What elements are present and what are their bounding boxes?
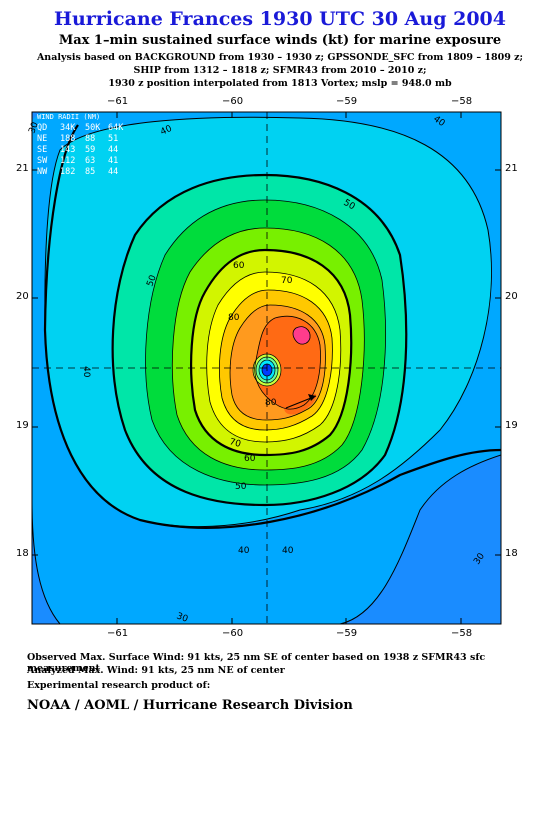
contour-label-80: 80 xyxy=(228,313,240,323)
latitude-tick-label: 21 xyxy=(16,163,29,174)
map-frame xyxy=(31,111,502,625)
latitude-tick-label: 19 xyxy=(505,420,518,431)
contour-80 xyxy=(229,304,326,421)
latitude-tick-label: 20 xyxy=(16,291,29,302)
analysis-line-1: Analysis based on BACKGROUND from 1930 –… xyxy=(36,52,524,63)
map-subtitle: Max 1–min sustained surface winds (kt) f… xyxy=(58,33,502,48)
wind-radii-table: WIND RADII (NM) QD 34K 50K 64K NE 188 88 51… xyxy=(37,113,124,177)
contour-label-40: 40 xyxy=(238,546,250,556)
wind-radii-header: 34K xyxy=(60,123,76,133)
wind-radii-cell: SW xyxy=(37,156,48,166)
wind-radii-cell: 44 xyxy=(108,145,118,155)
analyzed-max-wind: Analyzed Max. Wind: 91 kts, 25 nm NE of … xyxy=(27,665,285,676)
organization-name: NOAA / AOML / Hurricane Research Divisio… xyxy=(27,698,353,713)
wind-radii-cell: 85 xyxy=(85,167,95,177)
contour-label-60: 60 xyxy=(244,454,256,464)
latitude-tick-label: 20 xyxy=(505,291,518,302)
latitude-tick-label: 18 xyxy=(16,548,29,559)
contour-label-30: 30 xyxy=(27,121,40,135)
wind-radii-cell: SE xyxy=(37,145,47,155)
contour-70 xyxy=(206,271,342,443)
contour-60 xyxy=(172,227,365,471)
longitude-tick-label: −60 xyxy=(222,628,244,639)
contour-50kt xyxy=(111,173,408,507)
latitude-tick-label: 19 xyxy=(16,420,29,431)
wind-radii-cell: 44 xyxy=(108,167,118,177)
latitude-tick-label: 18 xyxy=(505,548,518,559)
axis-tick-marks xyxy=(32,112,501,624)
wind-radii-cell: 143 xyxy=(60,145,75,155)
wind-radii-cell: 59 xyxy=(85,145,95,155)
contour-75 xyxy=(219,289,333,431)
contour-label-group: 30 30 30 40 40 40 40 40 50 50 50 60 60 7… xyxy=(27,114,487,625)
wind-radii-cell: NW xyxy=(37,167,48,177)
wind-radii-title: WIND RADII (NM) xyxy=(37,113,100,121)
contour-label-40: 40 xyxy=(282,546,294,556)
observed-max-wind: Observed Max. Surface Wind: 91 kts, 25 n… xyxy=(27,652,486,674)
contour-label-60: 60 xyxy=(233,261,245,271)
experimental-note: Experimental research product of: xyxy=(27,680,211,691)
wind-radii-cell: NE xyxy=(37,134,47,144)
wind-radii-cell: 41 xyxy=(108,156,118,166)
contour-fills xyxy=(32,112,501,624)
longitude-tick-label: −61 xyxy=(107,628,129,639)
contour-label-50: 50 xyxy=(235,482,247,492)
map-title: Hurricane Frances 1930 UTC 30 Aug 2004 xyxy=(54,8,506,30)
wind-radii-cell: 188 xyxy=(60,134,75,144)
contour-label-40: 40 xyxy=(81,366,91,378)
longitude-tick-label: −61 xyxy=(107,96,129,107)
contour-85 xyxy=(254,315,321,410)
contour-40 xyxy=(44,116,492,528)
contour-label-50: 50 xyxy=(145,274,158,288)
wind-radii-header: 64K xyxy=(108,123,124,133)
contour-90 xyxy=(292,326,311,345)
longitude-tick-label: −60 xyxy=(222,96,244,107)
latitude-tick-label: 21 xyxy=(505,163,518,174)
contour-55 xyxy=(145,199,386,486)
wind-radii-header: QD xyxy=(37,123,47,133)
longitude-tick-label: −59 xyxy=(336,628,358,639)
contour-label-70: 70 xyxy=(281,276,293,286)
wind-radii-cell: 63 xyxy=(85,156,95,166)
contour-30 xyxy=(339,454,501,624)
analysis-line-3: 1930 z position interpolated from 1813 V… xyxy=(108,78,452,89)
contour-label-40: 40 xyxy=(159,124,174,138)
wind-radii-cell: 112 xyxy=(60,156,75,166)
analysis-line-2: SHIP from 1312 – 1818 z; SFMR43 from 201… xyxy=(133,65,427,76)
wind-radii-cell: 88 xyxy=(85,134,95,144)
wind-radii-cell: 51 xyxy=(108,134,118,144)
longitude-tick-label: −58 xyxy=(451,628,473,639)
wind-max-ne xyxy=(293,326,311,345)
contour-label-80: 80 xyxy=(265,398,277,408)
longitude-tick-label: −59 xyxy=(336,96,358,107)
contour-label-30: 30 xyxy=(175,611,189,624)
wind-radii-header: 50K xyxy=(85,123,101,133)
contour-64kt xyxy=(190,248,353,457)
contour-label-70: 70 xyxy=(228,437,242,450)
contour-lines xyxy=(32,112,501,624)
longitude-tick-label: −58 xyxy=(451,96,473,107)
wind-radii-cell: 182 xyxy=(60,167,75,177)
